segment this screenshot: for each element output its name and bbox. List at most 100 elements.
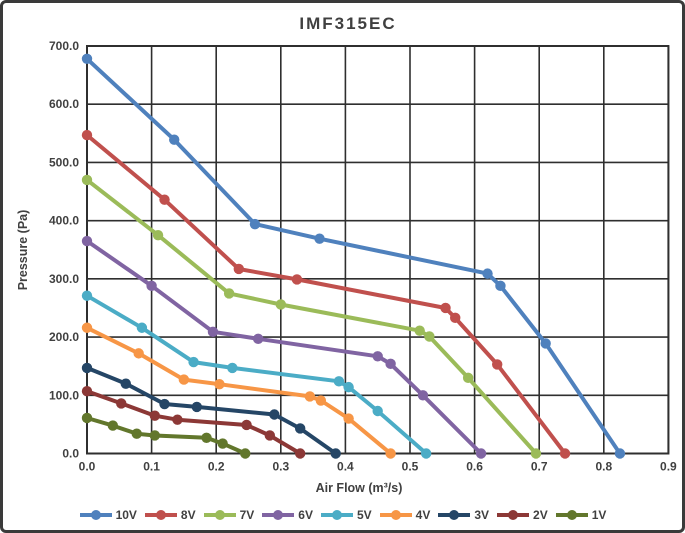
legend-label: 2V (533, 508, 548, 522)
legend-label: 7V (239, 508, 255, 522)
series-marker-4V (385, 448, 396, 459)
legend-label: 6V (298, 508, 313, 522)
legend-marker (566, 510, 577, 520)
series-marker-6V (207, 326, 219, 338)
series-marker-8V (233, 263, 245, 275)
series-marker-3V (294, 423, 306, 434)
series-marker-6V (417, 390, 429, 401)
series-marker-2V (294, 448, 306, 459)
legend-item-1v: 1V (555, 508, 606, 522)
series-marker-8V (291, 274, 303, 285)
x-tick-label: 0.5 (402, 460, 419, 474)
x-tick-label: 0.6 (466, 460, 483, 474)
y-tick-label: 200.0 (49, 330, 79, 344)
series-marker-3V (120, 378, 131, 389)
y-tick-label: 600.0 (49, 97, 79, 111)
series-marker-3V (330, 448, 341, 459)
legend: 10V 8V 7V 6V 5V 4V 3V 2V 1V (3, 505, 682, 525)
series-marker-8V (559, 448, 571, 459)
legend-label: 4V (415, 508, 431, 522)
series-marker-6V (81, 235, 93, 247)
series-marker-8V (159, 194, 170, 205)
legend-marker (508, 510, 519, 520)
series-marker-8V (81, 129, 93, 141)
series-marker-5V (420, 448, 432, 459)
plot-border (86, 45, 670, 455)
series-marker-10V (169, 134, 180, 145)
series-marker-5V (343, 381, 354, 393)
series-marker-10V (81, 53, 93, 65)
series-marker-4V (214, 379, 225, 390)
series-marker-7V (152, 229, 164, 241)
x-tick-label: 0.0 (79, 460, 96, 474)
series-marker-4V (81, 322, 93, 333)
series-line-4V (85, 325, 393, 456)
y-tick-label: 400.0 (49, 214, 79, 228)
series-marker-7V (414, 325, 425, 336)
series-marker-6V (372, 351, 383, 362)
series (81, 53, 626, 459)
series-marker-2V (172, 414, 183, 425)
y-tick-label: 0.0 (62, 447, 79, 461)
series-marker-6V (385, 358, 396, 370)
series-marker-6V (146, 280, 157, 292)
legend-item-7v: 7V (203, 508, 255, 522)
x-tick-label: 0.4 (337, 460, 354, 474)
legend-swatch-icon (555, 510, 588, 520)
series-marker-5V (372, 405, 383, 417)
y-tick-label: 100.0 (49, 388, 79, 402)
series-marker-1V (81, 412, 93, 424)
legend-item-6v: 6V (261, 508, 313, 522)
series-line-6V (85, 239, 484, 456)
series-marker-8V (440, 302, 451, 314)
x-axis-title: Air Flow (m³/s) (316, 481, 403, 495)
legend-marker (155, 510, 166, 520)
series-marker-2V (149, 410, 161, 421)
series-marker-2V (81, 386, 93, 397)
series-line-10V (85, 56, 622, 456)
legend-swatch-icon (144, 510, 177, 520)
series-marker-7V (530, 448, 542, 459)
legend-label: 8V (180, 508, 196, 522)
series-marker-7V (275, 299, 286, 310)
series-marker-10V (482, 268, 493, 279)
series-marker-10V (540, 338, 551, 349)
tick-labels: 0.0 0.1 0.2 0.3 0.4 0.5 0.6 0.7 0.8 0.9 0.0 100.0 20… (49, 39, 677, 474)
series-marker-4V (315, 395, 327, 406)
series-marker-4V (304, 391, 316, 402)
series-marker-1V (217, 438, 228, 449)
legend-item-5v: 5V (320, 508, 372, 522)
legend-label: 3V (474, 508, 490, 522)
series-marker-4V (133, 348, 144, 359)
series-marker-5V (136, 322, 148, 333)
series-marker-7V (223, 288, 235, 299)
legend-marker (449, 510, 460, 520)
y-tick-label: 300.0 (49, 272, 79, 286)
series-marker-5V (227, 362, 238, 374)
legend-marker (331, 510, 342, 520)
legend-swatch-icon (79, 510, 112, 520)
series-marker-2V (264, 430, 276, 441)
series-marker-8V (492, 359, 503, 370)
series-marker-4V (178, 374, 190, 385)
legend-label: 10V (115, 508, 137, 522)
series-marker-4V (343, 413, 354, 424)
legend-label: 5V (356, 508, 372, 522)
series-marker-1V (201, 432, 212, 443)
legend-swatch-icon (262, 510, 295, 520)
series-marker-3V (159, 398, 170, 410)
series-line-7V (85, 177, 538, 456)
legend-item-8v: 8V (144, 508, 196, 522)
x-tick-label: 0.8 (595, 460, 612, 474)
x-tick-label: 0.1 (143, 460, 160, 474)
series-marker-10V (495, 280, 506, 292)
series-marker-8V (450, 312, 461, 324)
legend-swatch-icon (203, 510, 236, 520)
series-line-8V (85, 133, 567, 456)
x-tick-label: 0.9 (660, 460, 677, 474)
legend-marker (90, 510, 101, 520)
series-marker-1V (240, 448, 251, 459)
series-marker-3V (191, 401, 203, 413)
legend-marker (273, 510, 284, 520)
